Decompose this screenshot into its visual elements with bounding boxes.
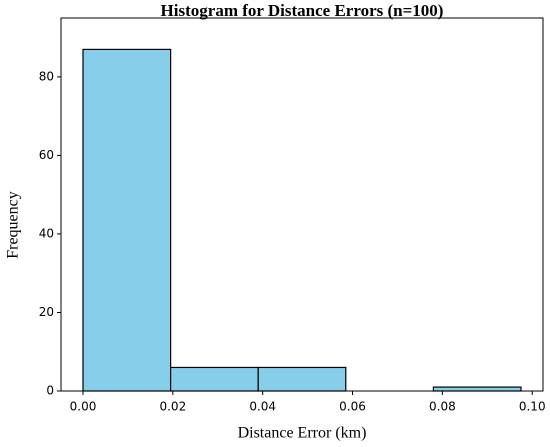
x-tick-label: 0.06	[339, 400, 366, 414]
chart-title: Histogram for Distance Errors (n=100)	[161, 1, 444, 20]
bar	[170, 366, 259, 392]
x-tick-label: 0.02	[159, 400, 186, 414]
y-tick-label: 60	[39, 148, 54, 162]
x-tick-label: 0.00	[70, 400, 97, 414]
y-tick-label: 0	[46, 384, 54, 398]
bar	[432, 386, 522, 392]
bar	[82, 48, 172, 392]
y-axis-label: Frequency	[5, 191, 22, 259]
x-tick-label: 0.08	[429, 400, 456, 414]
y-tick-label: 80	[39, 69, 54, 83]
y-tick-label: 40	[39, 226, 54, 240]
y-tick-label: 20	[39, 305, 54, 319]
x-tick-label: 0.04	[249, 400, 276, 414]
plot-frame	[60, 17, 544, 392]
x-tick-label: 0.10	[519, 400, 546, 414]
x-axis-label: Distance Error (km)	[238, 425, 367, 442]
bar	[257, 366, 347, 392]
